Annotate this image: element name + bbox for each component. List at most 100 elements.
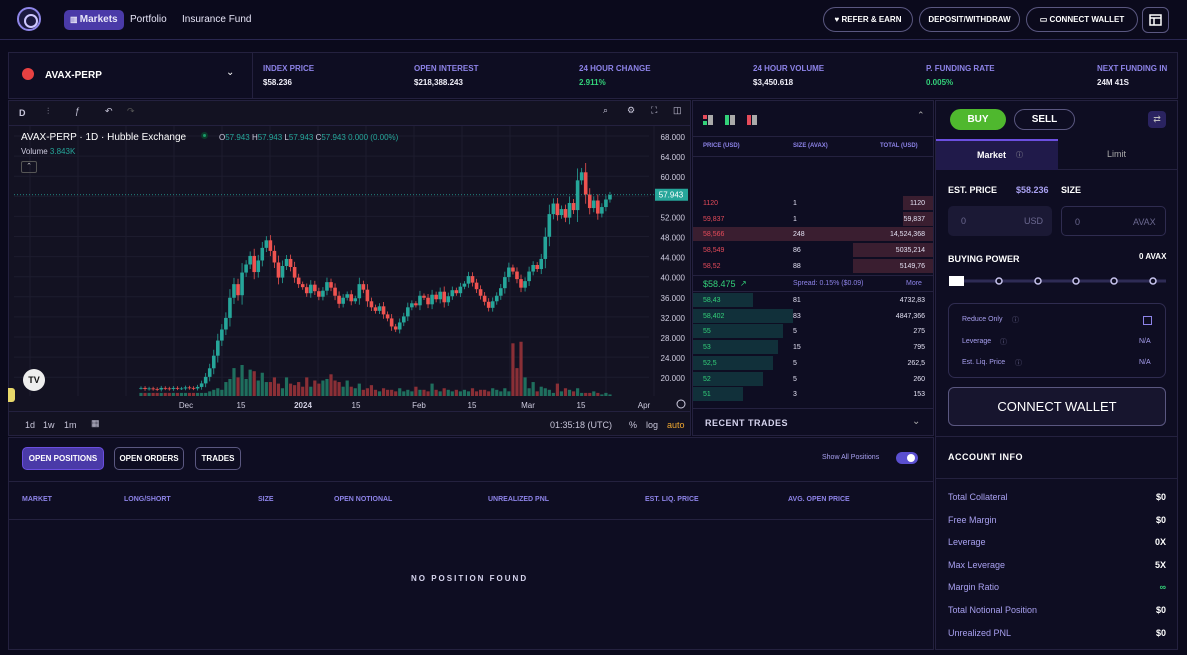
- candle-body: [571, 203, 576, 211]
- tab-open-positions[interactable]: OPEN POSITIONS: [22, 447, 104, 470]
- candlestick-chart[interactable]: 68.00064.00060.00056.00052.00048.00044.0…: [14, 126, 689, 413]
- account-row-value: $0: [1155, 514, 1166, 525]
- candle-body: [450, 290, 455, 297]
- volume-bar: [191, 392, 196, 396]
- volume-bar: [200, 392, 204, 396]
- usd-unit: USD: [1024, 216, 1044, 226]
- indicators-icon[interactable]: ƒ: [75, 106, 81, 116]
- ob-price: 53: [703, 344, 711, 352]
- chevron-down-icon[interactable]: ⌄: [226, 67, 235, 78]
- nav-insurance-fund[interactable]: Insurance Fund: [182, 14, 252, 25]
- range-1m[interactable]: 1m: [64, 420, 77, 430]
- buy-button[interactable]: BUY: [950, 109, 1006, 130]
- show-all-toggle[interactable]: [896, 452, 918, 464]
- book-both-icon[interactable]: [703, 112, 713, 125]
- est-liq-value: N/A: [1139, 359, 1151, 366]
- heart-icon: ♥: [834, 15, 842, 24]
- hubble-logo[interactable]: [17, 7, 41, 31]
- market-symbol[interactable]: AVAX-PERP: [45, 70, 102, 81]
- change-value: 0.000 (0.00%): [348, 133, 399, 142]
- candle-body: [608, 194, 612, 200]
- ob-total: 5149,76: [899, 262, 925, 270]
- volume-bar: [434, 389, 438, 396]
- book-bids-icon[interactable]: [725, 112, 735, 125]
- candle-body: [163, 387, 168, 389]
- candle-body: [486, 301, 491, 308]
- ask-row[interactable]: 58,52 88 5149,76: [693, 258, 933, 274]
- ask-row[interactable]: 1120 1 1120: [693, 196, 933, 211]
- x-tick-label: 2024: [294, 401, 312, 410]
- y-tick-label: 20.000: [661, 374, 686, 383]
- range-1w[interactable]: 1w: [43, 420, 55, 430]
- bid-row[interactable]: 58,402 83 4847,366: [693, 308, 933, 324]
- volume-bar: [224, 382, 228, 396]
- drag-handle[interactable]: [8, 388, 15, 402]
- bid-row[interactable]: 58,43 81 4732,83: [693, 293, 933, 308]
- bid-row[interactable]: 55 5 275: [693, 324, 933, 339]
- volume-bar: [426, 391, 430, 396]
- bid-row[interactable]: 52,5 5 262,5: [693, 355, 933, 371]
- depth-bar: [903, 211, 933, 226]
- fullscreen-icon[interactable]: ⛶: [651, 105, 658, 115]
- o-label: O: [219, 133, 226, 142]
- ask-row[interactable]: 59,837 1 59,837: [693, 211, 933, 227]
- tradingview-logo[interactable]: TV: [23, 369, 45, 391]
- more-link[interactable]: More: [906, 280, 922, 287]
- range-1d[interactable]: 1d: [25, 420, 36, 430]
- avax-input[interactable]: 0 AVAX: [1061, 206, 1166, 236]
- nav-portfolio[interactable]: Portfolio: [130, 14, 167, 25]
- candle-body: [385, 314, 390, 319]
- bid-row[interactable]: 53 15 795: [693, 340, 933, 355]
- bid-row[interactable]: 51 3 153: [693, 387, 933, 402]
- leverage-slider[interactable]: [948, 273, 1166, 289]
- candle-body: [369, 301, 374, 308]
- candle-body: [527, 271, 531, 282]
- candles-icon[interactable]: ⫶: [47, 106, 50, 116]
- trend-up-icon: ↗: [740, 279, 747, 288]
- log-toggle[interactable]: log: [646, 420, 659, 430]
- volume-bar: [539, 386, 543, 396]
- interval-selector[interactable]: D: [19, 108, 26, 118]
- volume-bar: [584, 392, 588, 396]
- calendar-icon[interactable]: ▦: [91, 418, 100, 428]
- ask-row[interactable]: 58,549 86 5035,214: [693, 243, 933, 258]
- candle-body: [167, 388, 172, 390]
- nav-markets[interactable]: ▥ Markets: [64, 10, 124, 30]
- price-chart-panel[interactable]: D ⫶ ƒ ↶ ↷ ⌕ ⚙ ⛶ ◫ 68.00064.00060.00056.0…: [8, 100, 691, 436]
- candle-body: [333, 287, 337, 296]
- swap-icon[interactable]: ⇄: [1148, 111, 1166, 128]
- redo-icon[interactable]: ↷: [127, 106, 135, 116]
- status-dot-icon: [201, 132, 208, 139]
- search-icon[interactable]: ⌕: [603, 105, 609, 115]
- tab-market[interactable]: Market ⓘ: [936, 139, 1058, 170]
- percent-toggle[interactable]: %: [629, 420, 638, 430]
- deposit-withdraw-button[interactable]: DEPOSIT/WITHDRAW: [919, 7, 1020, 32]
- collapse-legend-icon[interactable]: ⌃: [21, 161, 37, 173]
- chevron-down-icon[interactable]: ⌄: [912, 416, 921, 427]
- gear-icon[interactable]: ⚙: [627, 105, 636, 115]
- ask-row[interactable]: 58,566 248 14,524,368: [693, 227, 933, 242]
- book-asks-icon[interactable]: [747, 112, 757, 125]
- reduce-only-checkbox[interactable]: [1143, 316, 1152, 325]
- connect-wallet-button[interactable]: CONNECT WALLET: [948, 387, 1166, 426]
- candle-body: [321, 290, 325, 297]
- tab-trades[interactable]: TRADES: [195, 447, 241, 470]
- candle-body: [389, 318, 394, 327]
- chevron-up-icon[interactable]: ⌃: [917, 110, 925, 120]
- tab-limit[interactable]: Limit: [1058, 139, 1177, 170]
- divider: [936, 436, 1177, 437]
- refer-earn-button[interactable]: ♥ REFER & EARN: [823, 7, 913, 32]
- recent-trades-header[interactable]: RECENT TRADES: [705, 418, 789, 428]
- undo-icon[interactable]: ↶: [105, 106, 113, 116]
- camera-icon[interactable]: ◫: [673, 105, 682, 115]
- depth-bar: [693, 308, 793, 323]
- bid-row[interactable]: 52 5 260: [693, 371, 933, 387]
- tab-open-orders[interactable]: OPEN ORDERS: [114, 447, 184, 470]
- auto-toggle[interactable]: auto: [667, 420, 685, 430]
- sell-button[interactable]: SELL: [1014, 109, 1075, 130]
- layout-icon[interactable]: [1142, 7, 1169, 33]
- candle-body: [478, 289, 483, 296]
- usd-input[interactable]: 0 USD: [948, 206, 1052, 236]
- volume-bar: [519, 341, 523, 396]
- connect-wallet-nav-button[interactable]: ▭ CONNECT WALLET: [1026, 7, 1138, 32]
